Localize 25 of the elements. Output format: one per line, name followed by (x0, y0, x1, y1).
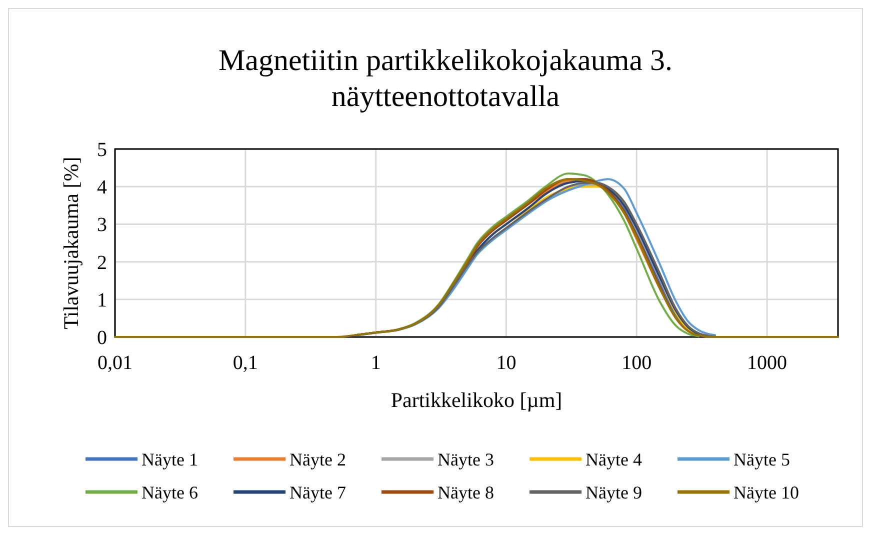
y-tick-label: 4 (97, 176, 107, 199)
y-tick-label: 5 (97, 139, 107, 161)
y-axis-title: Tilavuujakauma [%] (59, 156, 83, 330)
legend-label: Näyte 1 (142, 449, 198, 470)
legend-label: Näyte 9 (586, 482, 642, 502)
x-tick-label: 0,01 (98, 352, 132, 374)
legend-label: Näyte 6 (142, 482, 198, 502)
x-tick-label: 10 (496, 352, 516, 374)
legend-label: Näyte 5 (734, 449, 790, 470)
legend-label: Näyte 3 (438, 449, 494, 470)
legend-label: Näyte 10 (734, 482, 799, 502)
x-tick-label: 100 (622, 352, 652, 374)
y-tick-label: 0 (97, 327, 107, 349)
x-axis-title: Partikkelikoko [µm] (390, 388, 562, 412)
x-tick-label: 1000 (747, 352, 788, 374)
x-tick-label: 0,1 (232, 352, 258, 374)
legend-label: Näyte 8 (438, 482, 494, 502)
y-tick-label: 3 (97, 214, 107, 236)
y-tick-label: 1 (97, 289, 107, 312)
y-tick-label: 2 (97, 252, 107, 274)
legend-label: Näyte 7 (290, 482, 346, 502)
chart-title: Magnetiitin partikkelikokojakauma 3. näytteenottotavalla (218, 44, 673, 113)
legend-label: Näyte 2 (290, 449, 346, 470)
x-tick-label: 1 (370, 352, 381, 374)
legend-label: Näyte 4 (586, 449, 642, 470)
